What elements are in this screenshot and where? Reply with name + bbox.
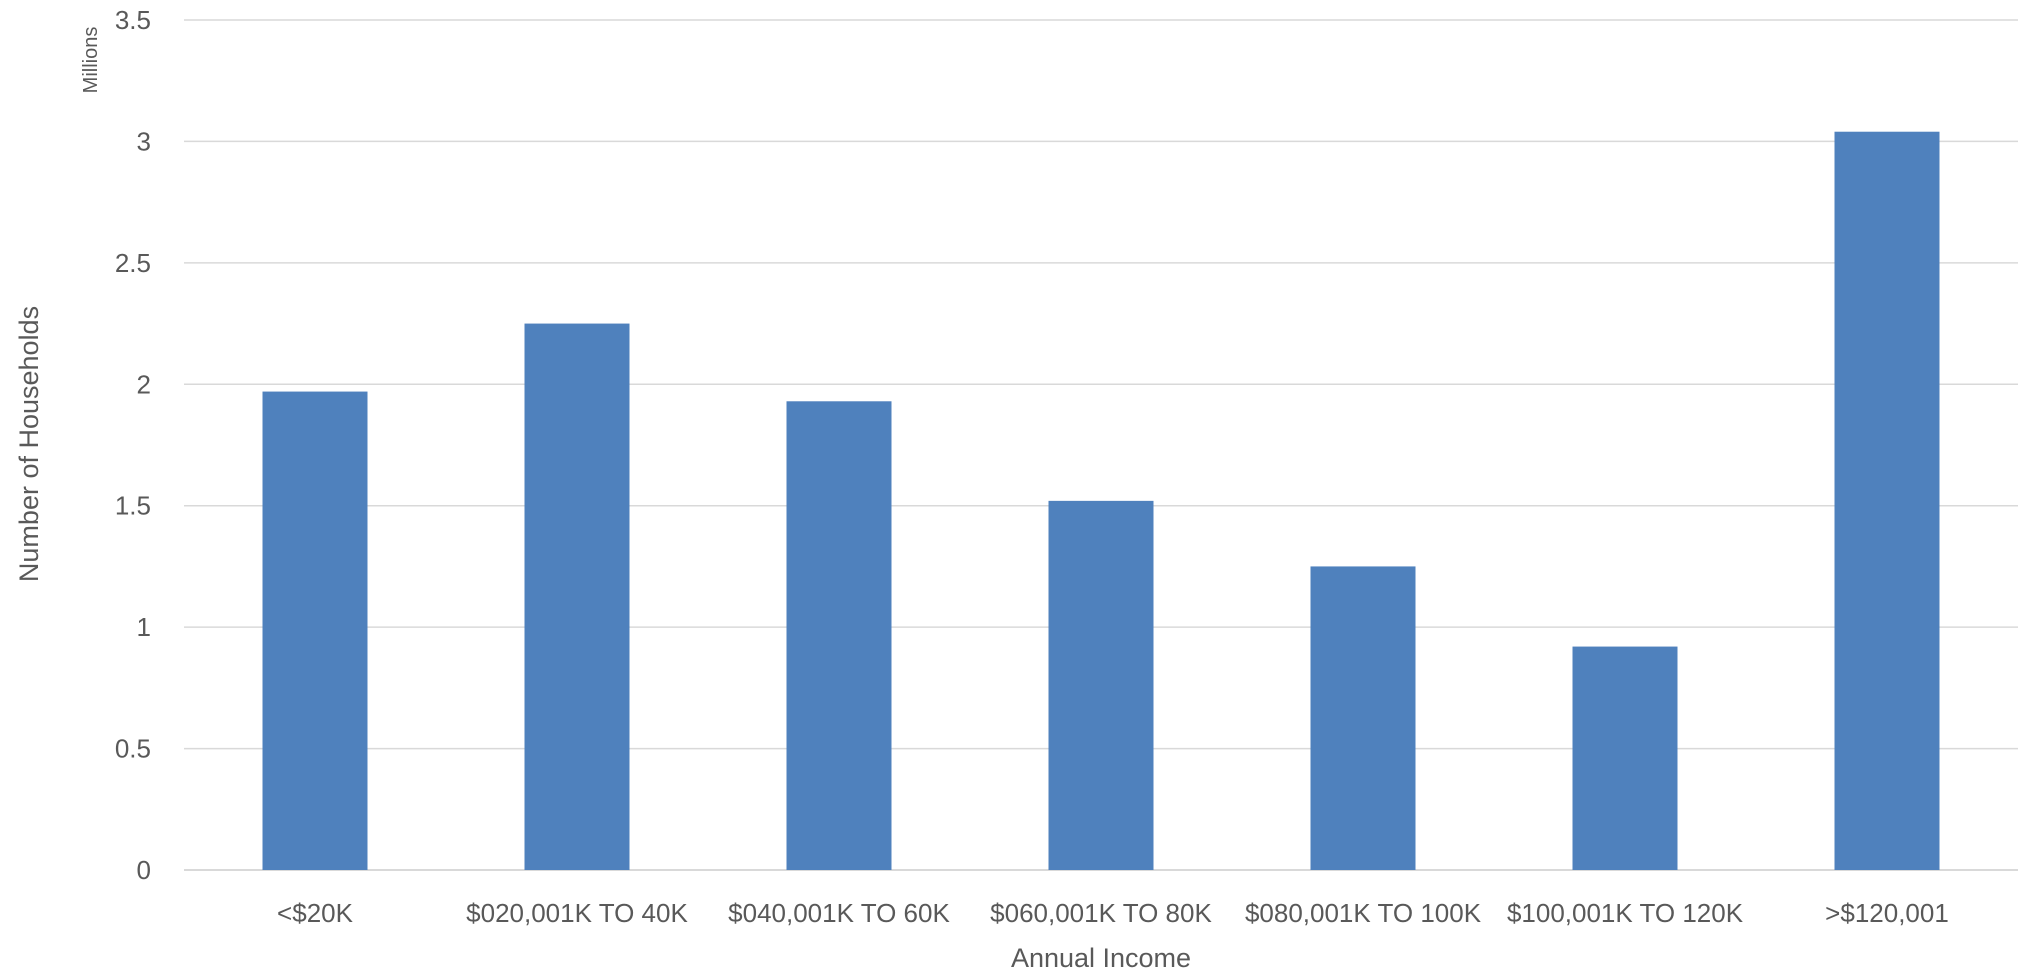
- x-tick-label: $040,001K TO 60K: [728, 898, 950, 928]
- y-axis-unit-label: Millions: [80, 27, 102, 94]
- bar: [525, 324, 630, 870]
- y-tick-label: 2.5: [115, 248, 151, 278]
- y-axis-tick-labels: 0 0.5 1 1.5 2 2.5 3 3.5: [115, 5, 151, 885]
- x-tick-label: $020,001K TO 40K: [466, 898, 688, 928]
- bar: [1573, 647, 1678, 870]
- y-tick-label: 3.5: [115, 5, 151, 35]
- y-tick-label: 1: [137, 612, 151, 642]
- x-tick-label: $100,001K TO 120K: [1507, 898, 1744, 928]
- x-tick-label: $060,001K TO 80K: [990, 898, 1212, 928]
- x-tick-label: >$120,001: [1825, 898, 1949, 928]
- y-tick-label: 2: [137, 369, 151, 399]
- bars: [263, 132, 1940, 870]
- x-tick-label: <$20K: [277, 898, 354, 928]
- x-axis-title: Annual Income: [1011, 943, 1191, 973]
- y-axis-title: Number of Households: [14, 306, 44, 582]
- bar: [263, 392, 368, 870]
- bar: [1835, 132, 1940, 870]
- y-tick-label: 0.5: [115, 734, 151, 764]
- y-tick-label: 3: [137, 126, 151, 156]
- x-axis-tick-labels: <$20K $020,001K TO 40K $040,001K TO 60K $06…: [277, 898, 1949, 928]
- bar: [1311, 566, 1416, 870]
- bar: [1049, 501, 1154, 870]
- bar: [787, 401, 892, 870]
- y-tick-label: 1.5: [115, 491, 151, 521]
- y-tick-label: 0: [137, 855, 151, 885]
- x-tick-label: $080,001K TO 100K: [1245, 898, 1482, 928]
